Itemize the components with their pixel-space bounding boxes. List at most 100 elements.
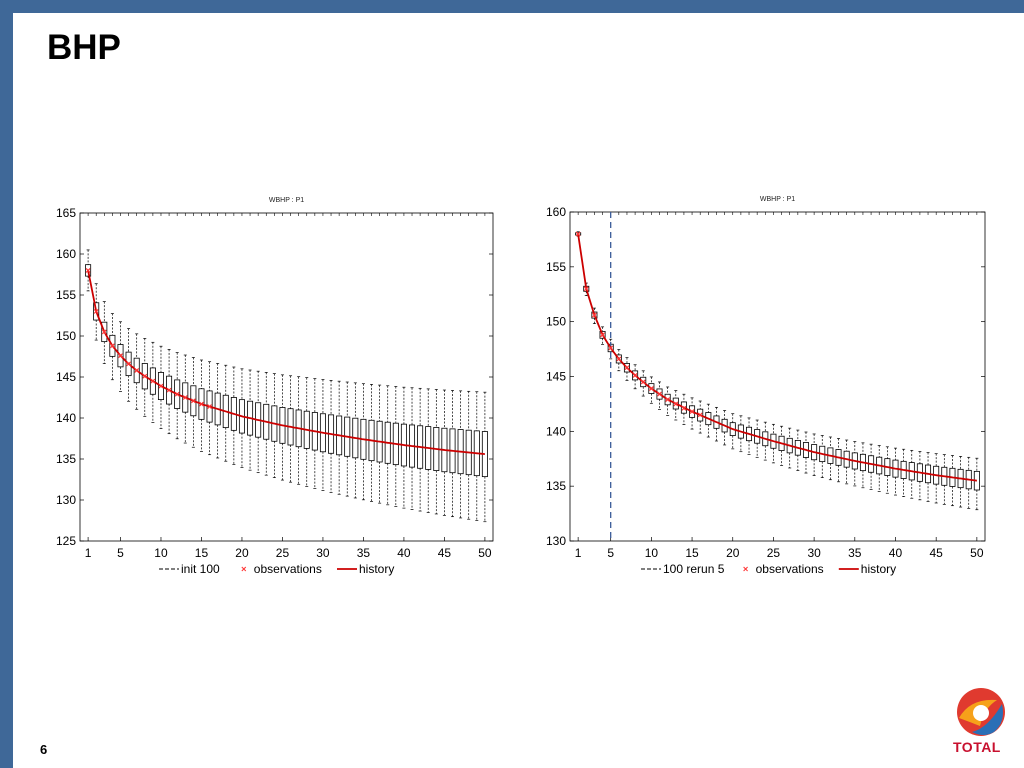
observation-point xyxy=(142,373,148,379)
box xyxy=(101,321,108,343)
page-number: 6 xyxy=(40,742,48,757)
box xyxy=(166,375,173,405)
x-tick-label: 1 xyxy=(575,546,582,560)
y-tick-label: 140 xyxy=(56,411,76,425)
observation-point xyxy=(166,387,172,393)
box xyxy=(157,372,164,401)
x-tick-label: 25 xyxy=(276,546,290,560)
top-frame-bar xyxy=(0,0,1024,13)
x-tick-label: 30 xyxy=(316,546,330,560)
box xyxy=(656,388,663,400)
x-tick-label: 15 xyxy=(685,546,699,560)
box xyxy=(721,418,728,433)
observation-point xyxy=(665,397,671,402)
box xyxy=(93,302,100,321)
observation-point xyxy=(199,401,204,407)
x-tick-label: 1 xyxy=(85,546,92,560)
x-tick-label: 15 xyxy=(195,546,209,560)
box xyxy=(615,354,622,364)
box xyxy=(672,397,679,410)
observation-point xyxy=(624,365,630,371)
observation-point xyxy=(118,353,123,359)
observation-point xyxy=(101,329,107,335)
legend-swatch-observations xyxy=(743,566,748,572)
x-tick-label: 10 xyxy=(645,546,659,560)
x-tick-label: 30 xyxy=(807,546,821,560)
x-tick-label: 5 xyxy=(607,546,614,560)
observation-point xyxy=(93,308,99,314)
box xyxy=(85,264,92,277)
y-tick-label: 130 xyxy=(56,493,76,507)
y-tick-label: 155 xyxy=(546,260,566,274)
x-tick-label: 50 xyxy=(478,546,492,560)
y-tick-label: 145 xyxy=(56,370,76,384)
history-line xyxy=(577,233,978,482)
box xyxy=(623,363,630,373)
total-logo-icon xyxy=(957,688,1005,736)
box xyxy=(680,401,687,414)
y-tick-label: 130 xyxy=(546,534,566,548)
observation-point xyxy=(600,332,605,338)
box xyxy=(632,370,639,381)
observation-point xyxy=(697,412,703,418)
box xyxy=(125,351,132,377)
box xyxy=(141,363,148,390)
observation-point xyxy=(126,361,132,367)
observation-point xyxy=(648,386,654,391)
observation-point xyxy=(182,395,188,400)
observation-point xyxy=(158,383,164,389)
y-tick-label: 150 xyxy=(546,315,566,329)
observation-point xyxy=(134,368,140,373)
observation-point xyxy=(207,404,212,409)
observation-point xyxy=(657,391,662,397)
observation-point xyxy=(109,343,115,349)
legend-label-observations: observations xyxy=(756,562,824,576)
legend-label-observations: observations xyxy=(254,562,322,576)
box xyxy=(705,412,712,426)
observation-point xyxy=(616,356,622,362)
slide-title: BHP xyxy=(47,28,121,67)
box xyxy=(149,367,156,395)
box xyxy=(697,408,704,422)
chart-title: WBHP : P1 xyxy=(269,197,304,204)
observation-point xyxy=(681,405,687,411)
observation-point xyxy=(632,372,638,378)
y-tick-label: 160 xyxy=(56,247,76,261)
legend-label-history: history xyxy=(359,562,394,576)
box xyxy=(713,415,720,429)
x-tick-label: 35 xyxy=(848,546,862,560)
chart-title: WBHP : P1 xyxy=(760,196,795,203)
x-tick-label: 25 xyxy=(767,546,781,560)
x-tick-label: 40 xyxy=(397,546,411,560)
y-tick-label: 165 xyxy=(56,206,76,220)
y-tick-label: 125 xyxy=(56,534,76,548)
observation-point xyxy=(591,312,597,318)
y-tick-label: 135 xyxy=(56,452,76,466)
left-frame-bar xyxy=(0,0,13,768)
y-tick-label: 150 xyxy=(56,329,76,343)
legend-label-boxes: 100 rerun 5 xyxy=(663,562,725,576)
y-tick-label: 135 xyxy=(546,479,566,493)
box xyxy=(190,385,197,417)
observation-point xyxy=(608,345,614,351)
observation-point xyxy=(85,267,91,273)
x-tick-label: 20 xyxy=(726,546,740,560)
box xyxy=(689,405,696,418)
observation-point xyxy=(583,286,589,292)
box xyxy=(640,376,647,388)
y-tick-label: 160 xyxy=(546,205,566,219)
x-tick-label: 5 xyxy=(117,546,124,560)
box xyxy=(109,334,116,357)
y-tick-label: 145 xyxy=(546,370,566,384)
box xyxy=(182,382,189,413)
box xyxy=(133,357,140,384)
x-tick-label: 50 xyxy=(970,546,984,560)
x-tick-label: 20 xyxy=(235,546,249,560)
boxplot-group xyxy=(575,231,980,511)
observation-point xyxy=(190,398,196,404)
observation-point xyxy=(640,379,646,385)
observation-point xyxy=(673,401,679,407)
box xyxy=(599,330,606,339)
